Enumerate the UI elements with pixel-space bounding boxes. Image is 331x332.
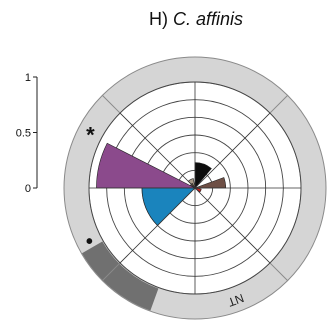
- grid-spoke: [194, 187, 271, 264]
- band-separator: [102, 262, 121, 281]
- chart-title-prefix: H): [149, 9, 173, 29]
- axis-tick-label: 1: [25, 72, 31, 84]
- significance-markers: * • NT: [86, 122, 246, 309]
- grid-spoke: [119, 112, 196, 189]
- asterisk-marker: *: [86, 122, 95, 147]
- band-label: NT: [225, 291, 245, 310]
- radial-axis: 00.51: [16, 72, 38, 195]
- grid-spoke: [194, 112, 271, 189]
- band-separator: [102, 95, 121, 114]
- grid-spoke: [119, 187, 196, 264]
- band-separator: [269, 95, 288, 114]
- chart-title-species: C. affinis: [173, 9, 243, 29]
- dot-marker: •: [86, 231, 93, 253]
- band-separator: [269, 262, 288, 281]
- axis-tick-label: 0.5: [16, 128, 31, 140]
- dark-gray-arc-band-segment: [81, 241, 159, 311]
- grid-spokes: [89, 82, 301, 294]
- axis-tick-label: 0: [25, 183, 31, 195]
- chart-title: H) C. affinis: [149, 9, 243, 29]
